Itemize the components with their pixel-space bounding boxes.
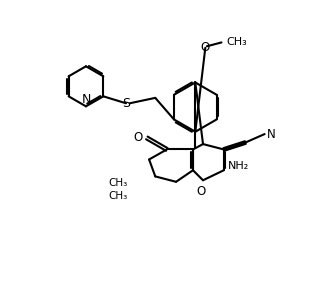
Text: CH₃: CH₃	[226, 37, 247, 48]
Text: N: N	[81, 93, 91, 106]
Text: CH₃: CH₃	[108, 178, 128, 188]
Text: N: N	[267, 128, 276, 141]
Text: O: O	[134, 131, 143, 144]
Text: CH₃: CH₃	[108, 191, 128, 201]
Text: S: S	[122, 97, 130, 110]
Text: NH₂: NH₂	[228, 161, 249, 171]
Text: O: O	[201, 41, 210, 54]
Text: O: O	[197, 185, 206, 198]
